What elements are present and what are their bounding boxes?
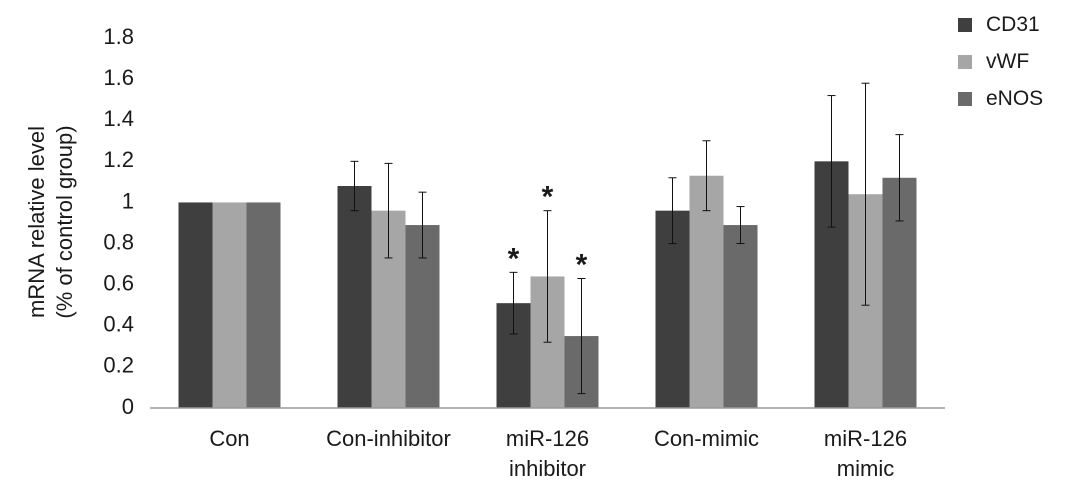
y-axis-ticks: 0 0.2 0.4 0.6 0.8 1 1.2 1.4 1.6 1.8	[103, 24, 134, 419]
legend-item-enos: eNOS	[958, 80, 1070, 117]
significance-star: *	[508, 242, 520, 275]
x-tick-label: inhibitor	[509, 456, 586, 481]
bars	[178, 161, 917, 408]
bar-enos-4	[723, 225, 758, 408]
y-axis-label-line-2: (% of control group)	[52, 125, 77, 318]
y-tick-label: 1	[122, 188, 134, 213]
bar-enos-1	[246, 202, 281, 408]
significance-star: *	[576, 249, 588, 282]
legend-item-cd31: CD31	[958, 6, 1070, 43]
legend-label: vWF	[986, 49, 1030, 73]
bar-vwf-4	[689, 175, 724, 408]
legend-label: eNOS	[986, 86, 1044, 110]
y-tick-label: 0.4	[103, 312, 134, 337]
error-bars	[350, 82, 904, 395]
x-tick-label: mimic	[837, 456, 894, 481]
y-tick-label: 0.6	[103, 270, 134, 295]
x-tick-label: Con-inhibitor	[326, 426, 451, 451]
bar-cd31-2	[337, 186, 372, 408]
y-tick-label: 0.8	[103, 229, 134, 254]
legend-label: CD31	[986, 12, 1040, 36]
bar-vwf-1	[212, 202, 247, 408]
y-tick-label: 1.2	[103, 147, 134, 172]
x-tick-label: miR-126	[824, 426, 907, 451]
x-tick-label: miR-126	[506, 426, 589, 451]
x-tick-label: Con-mimic	[654, 426, 759, 451]
x-tick-label: Con	[209, 426, 249, 451]
y-tick-label: 0	[122, 394, 134, 419]
y-tick-label: 0.2	[103, 353, 134, 378]
legend-swatch	[958, 17, 972, 32]
y-tick-label: 1.8	[103, 24, 134, 49]
legend-swatch	[958, 91, 972, 106]
y-axis-label: mRNA relative level (% of control group)	[24, 125, 77, 318]
y-tick-label: 1.6	[103, 65, 134, 90]
significance-star: *	[542, 181, 554, 214]
y-axis-label-line-1: mRNA relative level	[24, 126, 49, 318]
legend-item-vwf: vWF	[958, 43, 1070, 80]
bar-cd31-1	[178, 202, 213, 408]
significance-markers: * * *	[508, 181, 588, 282]
x-axis-tick-labels: Con Con-inhibitor miR-126 inhibitor Con-mimi…	[209, 426, 907, 481]
legend: CD31 vWF eNOS	[958, 6, 1070, 117]
y-tick-label: 1.4	[103, 106, 134, 131]
legend-swatch	[958, 54, 972, 69]
